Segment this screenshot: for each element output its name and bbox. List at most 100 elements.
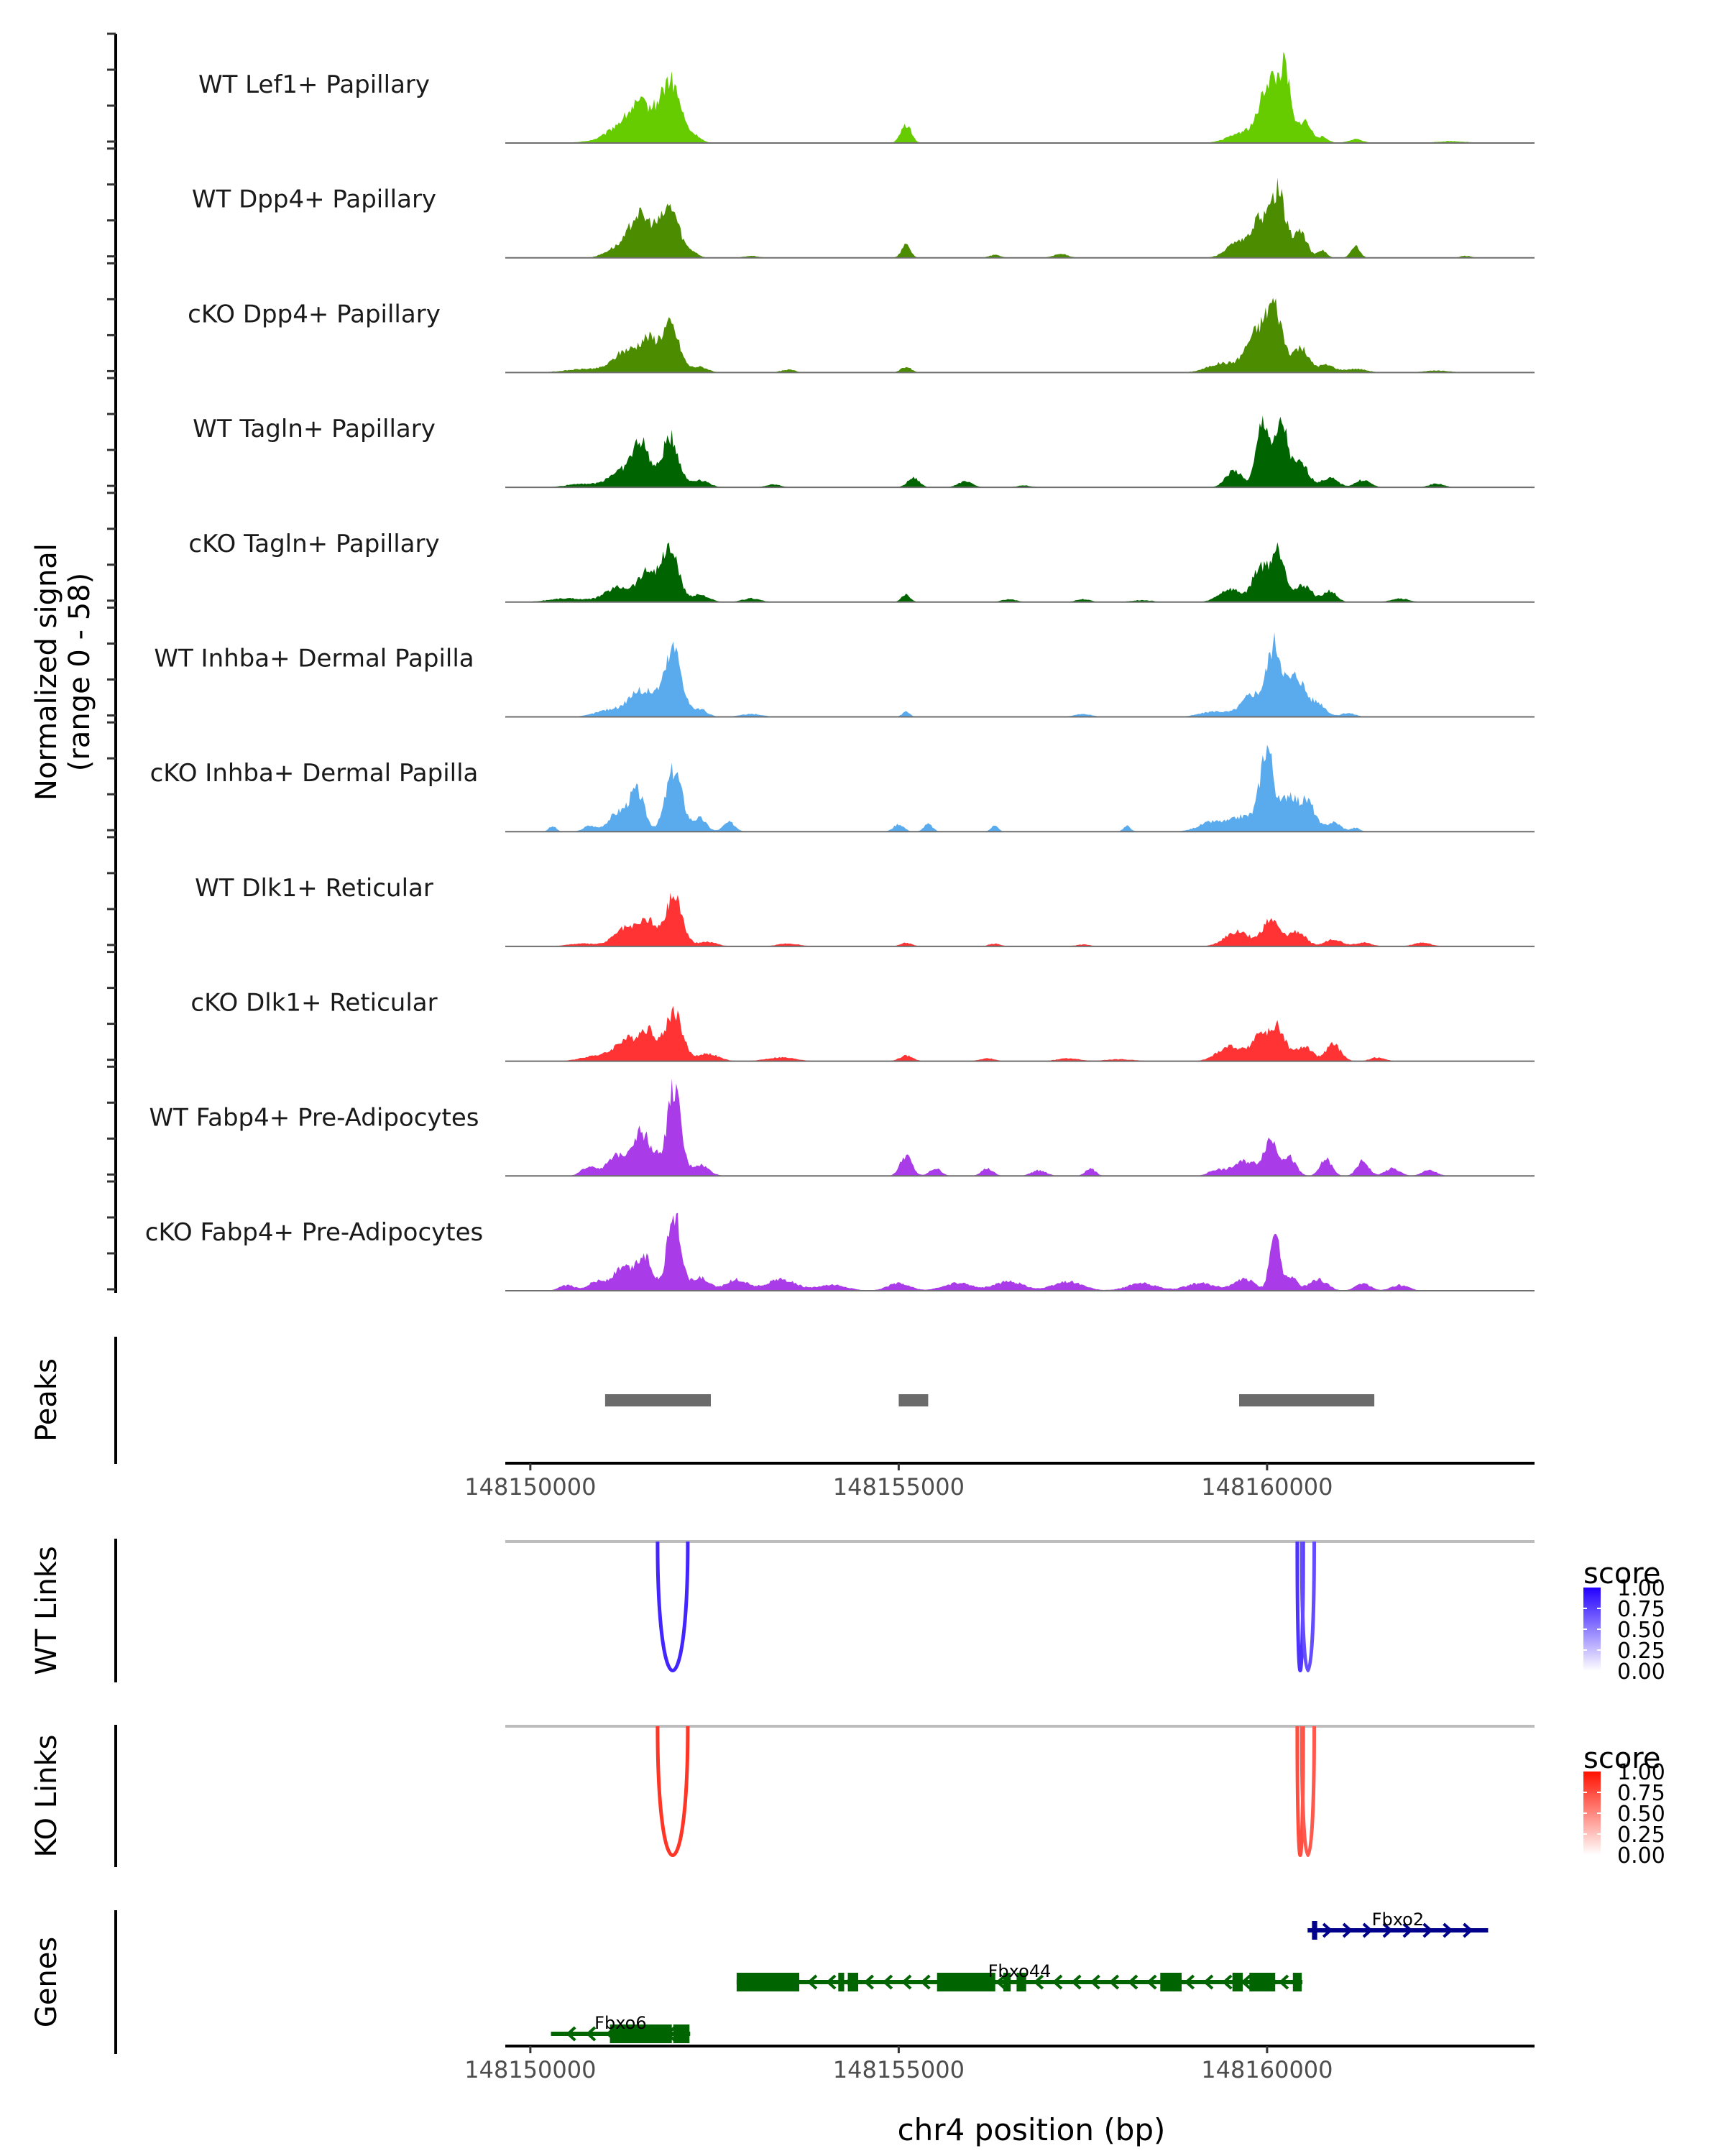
track-label: cKO Tagln+ Papillary xyxy=(188,530,439,558)
track-label: cKO Dlk1+ Reticular xyxy=(190,989,437,1018)
genes-track: Fbxo2 Fbxo44 Fbxo6 xyxy=(551,1909,1489,2043)
ko-links-track-label: KO Links xyxy=(30,1735,63,1858)
gene-exon xyxy=(1160,1973,1182,1991)
strand-arrow-left-icon xyxy=(901,1974,912,1990)
legend-tick-label: 1.00 xyxy=(1617,1760,1665,1785)
coverage-track: WT Dpp4+ Papillary xyxy=(192,178,1535,259)
gene-exon xyxy=(838,1973,845,1991)
gene-label: Fbxo2 xyxy=(1372,1909,1424,1930)
coverage-area xyxy=(505,745,1535,832)
legend-tick-label: 0.25 xyxy=(1617,1823,1665,1848)
strand-arrow-left-icon xyxy=(863,1974,874,1990)
gene-exon xyxy=(847,1973,858,1991)
strand-arrow-right-icon xyxy=(1362,1922,1373,1938)
gene-exon xyxy=(1249,1973,1276,1991)
strand-arrow-right-icon xyxy=(1463,1922,1473,1938)
legend-tick-label: 0.25 xyxy=(1617,1639,1665,1664)
strand-arrow-right-icon xyxy=(1402,1922,1413,1938)
link-arc xyxy=(656,1541,690,1672)
coverage-area xyxy=(505,298,1535,373)
x-tick-label: 148150000 xyxy=(464,2056,596,2083)
coverage-track: WT Tagln+ Papillary xyxy=(193,415,1535,489)
track-label: cKO Inhba+ Dermal Papilla xyxy=(150,759,479,788)
x-tick-label: 148155000 xyxy=(833,2056,965,2083)
coverage-track: cKO Fabp4+ Pre-Adipocytes xyxy=(145,1212,1535,1291)
coverage-area xyxy=(505,893,1535,946)
strand-arrow-right-icon xyxy=(1342,1922,1353,1938)
strand-arrow-left-icon xyxy=(1033,1974,1044,1990)
coverage-area xyxy=(505,52,1535,143)
track-label: WT Inhba+ Dermal Papilla xyxy=(154,645,474,673)
link-arc xyxy=(1300,1541,1316,1672)
peak-region xyxy=(898,1394,929,1406)
strand-arrow-left-icon xyxy=(585,2026,597,2042)
gene-exon xyxy=(736,1973,799,1991)
track-label: cKO Fabp4+ Pre-Adipocytes xyxy=(145,1218,484,1247)
wt-links-track xyxy=(505,1540,1535,1672)
x-tick-label: 148150000 xyxy=(464,1473,596,1501)
coverage-area xyxy=(505,415,1535,488)
gene-exon xyxy=(1016,1973,1026,1991)
strand-arrow-left-icon xyxy=(1090,1974,1100,1990)
strand-arrow-right-icon xyxy=(1382,1922,1393,1938)
genes-track-label: Genes xyxy=(30,1937,63,2027)
x-tick-label: 148155000 xyxy=(833,1473,965,1501)
peak-region xyxy=(1239,1394,1375,1406)
legend-title: score xyxy=(1583,1557,1660,1590)
strand-arrow-left-icon xyxy=(1146,1974,1157,1990)
coverage-y-axis xyxy=(107,32,117,1293)
peaks-track xyxy=(604,1394,1375,1406)
gene-exon xyxy=(673,2024,690,2043)
strand-arrow-left-icon xyxy=(1278,1974,1289,1990)
legend-tick-label: 0.00 xyxy=(1617,1659,1665,1685)
coverage-track: cKO Dlk1+ Reticular xyxy=(190,989,1535,1062)
link-arc xyxy=(1300,1726,1316,1857)
legend-title: score xyxy=(1583,1742,1660,1775)
ko-links-score-legend: score 1.000.750.500.250.00 xyxy=(1583,1742,1665,1869)
coverage-area xyxy=(505,1078,1535,1176)
gene-exon xyxy=(1232,1973,1243,1991)
legend-tick-label: 1.00 xyxy=(1617,1576,1665,1601)
track-label: WT Dlk1+ Reticular xyxy=(195,874,433,903)
strand-arrow-left-icon xyxy=(995,1974,1006,1990)
strand-arrow-left-icon xyxy=(1202,1974,1214,1990)
coverage-track: cKO Dpp4+ Papillary xyxy=(188,298,1535,374)
coverage-track: WT Fabp4+ Pre-Adipocytes xyxy=(150,1078,1535,1177)
strand-arrow-left-icon xyxy=(1052,1974,1063,1990)
strand-arrow-right-icon xyxy=(1443,1922,1453,1938)
coverage-ylabel-line1: Normalized signal xyxy=(30,543,63,801)
strand-arrow-left-icon xyxy=(1241,1974,1251,1990)
strand-arrow-left-icon xyxy=(566,2026,576,2042)
gene-exon xyxy=(1312,1921,1317,1940)
strand-arrow-right-icon xyxy=(1322,1922,1333,1938)
track-label: cKO Dpp4+ Papillary xyxy=(188,300,441,328)
legend-tick-label: 0.50 xyxy=(1617,1802,1665,1827)
track-label: WT Tagln+ Papillary xyxy=(193,415,436,443)
link-arc xyxy=(656,1726,690,1857)
strand-arrow-left-icon xyxy=(1127,1974,1138,1990)
strand-arrow-left-icon xyxy=(1184,1974,1195,1990)
strand-arrow-left-icon xyxy=(1071,1974,1082,1990)
coverage-track: cKO Inhba+ Dermal Papilla xyxy=(150,745,1535,833)
coverage-tracks: WT Lef1+ Papillary WT Dpp4+ Papillary cKO … xyxy=(145,52,1535,1291)
strand-arrow-left-icon xyxy=(826,1974,837,1990)
legend-tick-label: 0.75 xyxy=(1617,1597,1665,1622)
gene-fbxo2: Fbxo2 xyxy=(1307,1909,1489,1940)
gene-label: Fbxo6 xyxy=(594,2013,646,2033)
peaks-track-label: Peaks xyxy=(30,1358,63,1442)
coverage-area xyxy=(505,632,1535,717)
ko-links-track xyxy=(505,1725,1535,1857)
wt-links-score-legend: score 1.000.750.500.250.00 xyxy=(1583,1557,1665,1685)
x-tick-label: 148160000 xyxy=(1201,1473,1333,1501)
strand-arrow-left-icon xyxy=(882,1974,893,1990)
gene-exon xyxy=(610,2024,672,2043)
track-label: WT Dpp4+ Papillary xyxy=(192,185,436,214)
gene-exon xyxy=(937,1973,995,1991)
gene-exon xyxy=(1003,1973,1011,1991)
strand-arrow-left-icon xyxy=(1222,1974,1233,1990)
legend-tick-label: 0.75 xyxy=(1617,1781,1665,1806)
coverage-area xyxy=(505,542,1535,602)
x-tick-label: 148160000 xyxy=(1201,2056,1333,2083)
coverage-track: WT Lef1+ Papillary xyxy=(198,52,1535,144)
